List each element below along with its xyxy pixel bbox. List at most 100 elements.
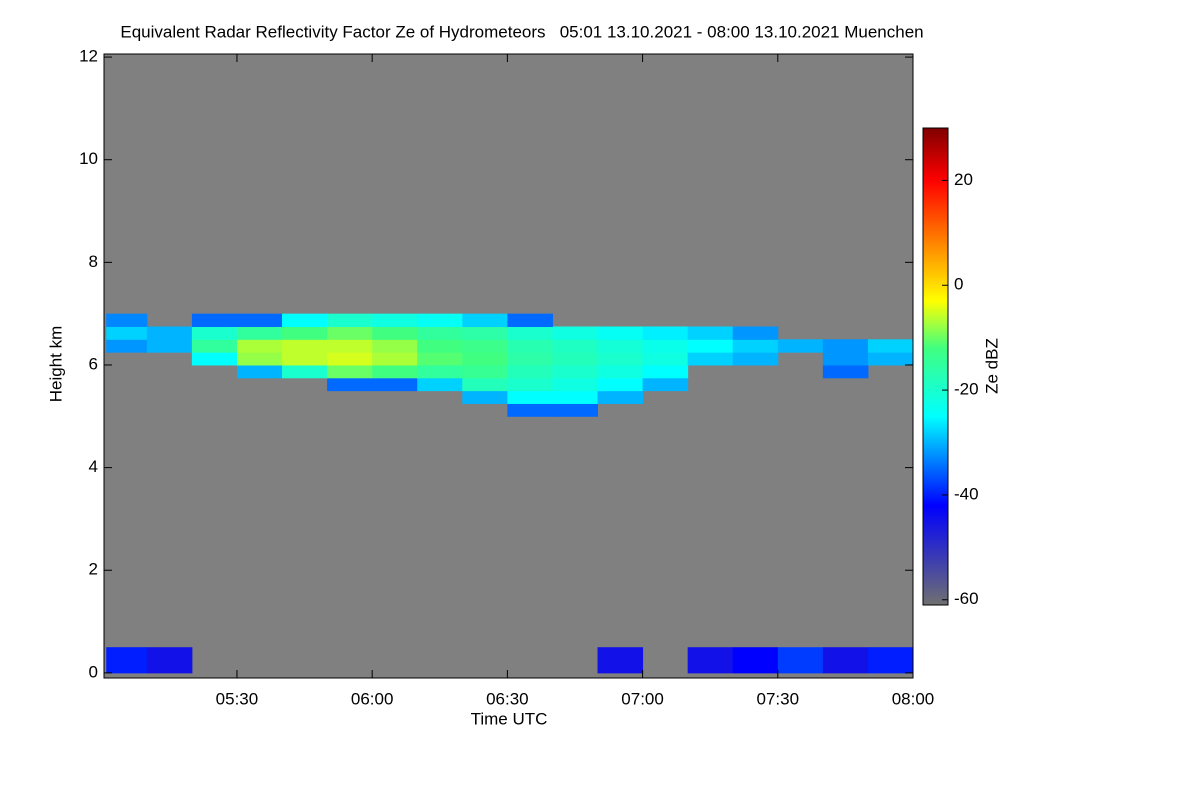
heat-cell [146, 647, 193, 674]
heat-cell [507, 326, 553, 340]
heat-cell [106, 313, 148, 327]
heat-cell [597, 377, 644, 392]
heat-cell [327, 352, 373, 366]
heat-cell [822, 364, 869, 379]
heat-cell [146, 326, 193, 340]
x-tick-label: 06:30 [486, 689, 529, 708]
heat-cell [642, 339, 689, 353]
heat-cell [687, 339, 734, 353]
heat-cell [236, 352, 283, 366]
y-axis-label: Height km [46, 326, 65, 403]
heat-cell [732, 647, 779, 674]
heat-cell [327, 326, 373, 340]
heat-cell [552, 326, 599, 340]
heat-cell [236, 326, 283, 340]
colorbar-label: Ze dBZ [982, 338, 1001, 394]
heat-cell [507, 313, 553, 327]
heat-cell [282, 313, 328, 327]
heat-cell [642, 364, 689, 379]
heat-cell [282, 339, 328, 353]
y-tick-label: 2 [89, 560, 98, 579]
heat-cell [327, 339, 373, 353]
y-tick-label: 0 [89, 662, 98, 681]
heat-cell [687, 647, 734, 674]
heat-cell [462, 313, 508, 327]
y-tick-label: 6 [89, 354, 98, 373]
heat-cell [552, 377, 599, 392]
heat-cell [236, 339, 283, 353]
heat-cell [191, 326, 238, 340]
heat-cell [462, 326, 508, 340]
heat-cell [732, 352, 779, 366]
heat-cell [777, 339, 824, 353]
heat-cell [106, 339, 148, 353]
heat-cell [552, 364, 599, 379]
heat-cell [106, 647, 148, 674]
heat-cell [687, 326, 734, 340]
colorbar-tick-label: -60 [954, 589, 979, 608]
heat-cell [282, 352, 328, 366]
heat-cell [417, 364, 463, 379]
heat-cell [146, 339, 193, 353]
heat-cell [597, 647, 644, 674]
heat-cell [642, 326, 689, 340]
heat-cell [417, 313, 463, 327]
heat-cell [106, 326, 148, 340]
heat-cell [507, 390, 553, 404]
heat-cell [507, 352, 553, 366]
heat-cell [507, 377, 553, 392]
x-tick-label: 07:00 [621, 689, 664, 708]
heat-cell [372, 313, 418, 327]
heat-cell [462, 364, 508, 379]
heat-cell [552, 339, 599, 353]
heat-cell [507, 403, 553, 417]
x-tick-label: 05:30 [216, 689, 259, 708]
heat-cell [372, 326, 418, 340]
heat-cell [462, 377, 508, 392]
colorbar-tick-label: 0 [954, 275, 963, 294]
heat-cell [597, 339, 644, 353]
x-tick-label: 07:30 [757, 689, 800, 708]
heat-cell [552, 403, 599, 417]
heat-cell [822, 647, 869, 674]
heat-cell [597, 390, 644, 404]
heat-cell [822, 339, 869, 353]
heat-cell [372, 377, 418, 392]
y-tick-label: 10 [79, 149, 98, 168]
chart-title: Equivalent Radar Reflectivity Factor Ze … [120, 22, 923, 41]
heat-cell [552, 390, 599, 404]
y-tick-label: 4 [89, 457, 98, 476]
colorbar-tick-label: -20 [954, 380, 979, 399]
heat-cell [462, 352, 508, 366]
colorbar [922, 127, 949, 606]
heat-cell [552, 352, 599, 366]
heat-cell [867, 647, 914, 674]
heat-cell [507, 339, 553, 353]
heat-cell [642, 377, 689, 392]
heat-cell [236, 313, 283, 327]
heat-cell [867, 339, 914, 353]
heat-cell [282, 326, 328, 340]
plot-frame [103, 53, 914, 679]
heat-cell [372, 364, 418, 379]
colorbar-tick-label: -40 [954, 484, 979, 503]
heat-cell [327, 313, 373, 327]
heat-cell [687, 352, 734, 366]
heat-cell [462, 390, 508, 404]
heat-cell [867, 352, 914, 366]
y-tick-label: 12 [79, 47, 98, 66]
heat-cell [282, 364, 328, 379]
heat-cell [642, 352, 689, 366]
heat-cell [327, 364, 373, 379]
heat-cell [417, 326, 463, 340]
heat-cell [597, 364, 644, 379]
heat-cell [777, 647, 824, 674]
heat-cell [417, 339, 463, 353]
heat-cell [417, 352, 463, 366]
heat-cell [372, 352, 418, 366]
x-tick-label: 06:00 [351, 689, 394, 708]
heat-cell [822, 352, 869, 366]
x-tick-label: 08:00 [892, 689, 935, 708]
x-axis-label: Time UTC [471, 709, 548, 728]
